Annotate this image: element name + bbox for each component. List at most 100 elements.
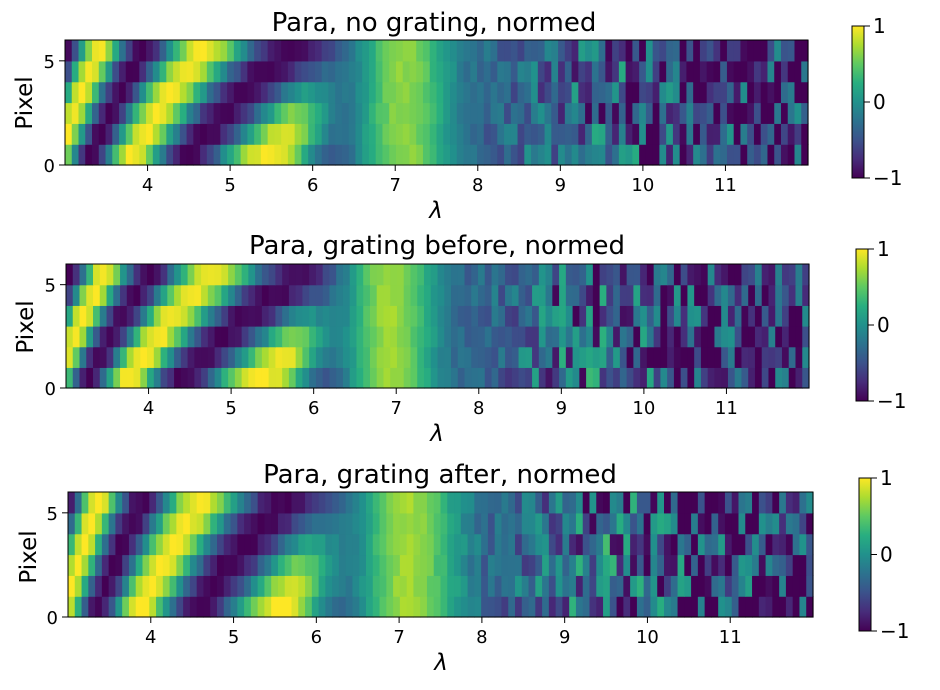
- heatmap-cell: [451, 326, 459, 348]
- heatmap-cell: [801, 81, 809, 104]
- heatmap-cell: [799, 512, 807, 535]
- heatmap-cell: [128, 596, 137, 618]
- heatmap-cell: [255, 305, 263, 327]
- heatmap-cell: [336, 346, 344, 368]
- heatmap-cell: [758, 596, 767, 618]
- heatmap-cell: [596, 554, 604, 576]
- heatmap-cell: [78, 123, 86, 145]
- heatmap-cell: [72, 346, 81, 368]
- heatmap-cell: [179, 144, 188, 166]
- heatmap-cell: [538, 264, 547, 286]
- heatmap-cell: [586, 346, 594, 368]
- heatmap-cell: [85, 123, 93, 145]
- heatmap-cell: [626, 326, 634, 348]
- heatmap-cell: [787, 102, 796, 124]
- heatmap-cell: [490, 81, 498, 104]
- heatmap-cell: [667, 367, 675, 389]
- heatmap-cell: [734, 264, 743, 286]
- heatmap-cell: [686, 40, 694, 62]
- heatmap-cell: [721, 326, 729, 348]
- heatmap-cell: [156, 575, 164, 597]
- x-tick-label: 8: [476, 627, 487, 648]
- heatmap-cell: [213, 102, 221, 124]
- heatmap-cell: [760, 60, 769, 83]
- heatmap-cell: [203, 492, 211, 514]
- heatmap-cell: [389, 144, 397, 166]
- x-tick-label: 8: [473, 398, 484, 419]
- heatmap-cell: [603, 512, 611, 535]
- heatmap-cell: [264, 554, 272, 576]
- heatmap-cell: [693, 60, 701, 83]
- heatmap-cell: [342, 326, 351, 348]
- heatmap-cell: [484, 305, 493, 327]
- heatmap-cell: [740, 81, 748, 104]
- heatmap-cell: [86, 367, 94, 389]
- colorbar: 10−1: [855, 237, 906, 413]
- heatmap-cell: [582, 492, 591, 514]
- heatmap-cell: [336, 367, 344, 389]
- heatmap-cell: [504, 144, 512, 166]
- heatmap-cell: [481, 492, 489, 514]
- y-axis-ticks: 05: [47, 504, 68, 629]
- heatmap-cell: [481, 512, 489, 535]
- heatmap-cell: [156, 512, 164, 535]
- heatmap-cell: [78, 102, 86, 124]
- heatmap-cell: [78, 60, 86, 83]
- heatmap-cell: [288, 326, 297, 348]
- heatmap-cell: [666, 144, 674, 166]
- heatmap-cell: [389, 102, 397, 124]
- heatmap-cell: [162, 554, 171, 576]
- heatmap-cell: [128, 575, 137, 597]
- heatmap-cell: [152, 102, 161, 124]
- heatmap-cell: [298, 554, 306, 576]
- heatmap-cell: [626, 346, 634, 368]
- heatmap-cell: [406, 492, 415, 514]
- heatmap-cells: [65, 40, 809, 166]
- heatmap-cell: [74, 492, 83, 514]
- heatmap-cell: [214, 264, 222, 286]
- heatmap-cell: [417, 264, 425, 286]
- heatmap-cell: [336, 305, 344, 327]
- heatmap-cell: [430, 305, 439, 327]
- heatmap-cell: [467, 533, 475, 556]
- heatmap-cell: [166, 60, 174, 83]
- heatmap-cell: [341, 102, 350, 124]
- heatmap-cell: [706, 81, 715, 104]
- heatmap-cell: [758, 575, 767, 597]
- heatmap-cell: [613, 367, 621, 389]
- heatmap-cell: [98, 81, 107, 104]
- x-axis-ticks: 4 5 6 7 8 9 10 11: [143, 388, 738, 419]
- heatmap-cell: [399, 492, 408, 514]
- heatmap-cell: [369, 326, 378, 348]
- heatmap-cell: [552, 326, 560, 348]
- heatmap-cell: [210, 533, 218, 556]
- heatmap-cell: [706, 123, 715, 145]
- heatmap-cell: [613, 264, 621, 286]
- heatmap-cell: [497, 60, 505, 83]
- heatmap-cell: [623, 492, 631, 514]
- heatmap-cell: [318, 596, 326, 618]
- heatmap-cell: [72, 367, 81, 389]
- heatmap-cell: [775, 346, 783, 368]
- heatmap-cell: [706, 144, 715, 166]
- heatmap-cell: [255, 346, 263, 368]
- heatmap-cell: [718, 596, 726, 618]
- heatmap-cell: [86, 284, 94, 306]
- heatmap-cell: [156, 533, 164, 556]
- heatmap-cell: [517, 81, 525, 104]
- heatmap-cell: [348, 81, 357, 104]
- heatmap-cell: [494, 596, 503, 618]
- heatmap-cell: [535, 492, 543, 514]
- heatmap-cell: [369, 284, 378, 306]
- heatmap-cell: [234, 326, 243, 348]
- heatmap-cell: [481, 596, 489, 618]
- heatmap-cell: [463, 144, 471, 166]
- heatmap-cell: [586, 264, 594, 286]
- heatmap-cell: [160, 264, 168, 286]
- heatmap-cell: [147, 284, 155, 306]
- heatmap-cell: [623, 512, 631, 535]
- x-tick-label: 4: [145, 627, 156, 648]
- heatmap-cell: [596, 596, 604, 618]
- heatmap-cell: [228, 264, 236, 286]
- heatmap-cell: [531, 144, 539, 166]
